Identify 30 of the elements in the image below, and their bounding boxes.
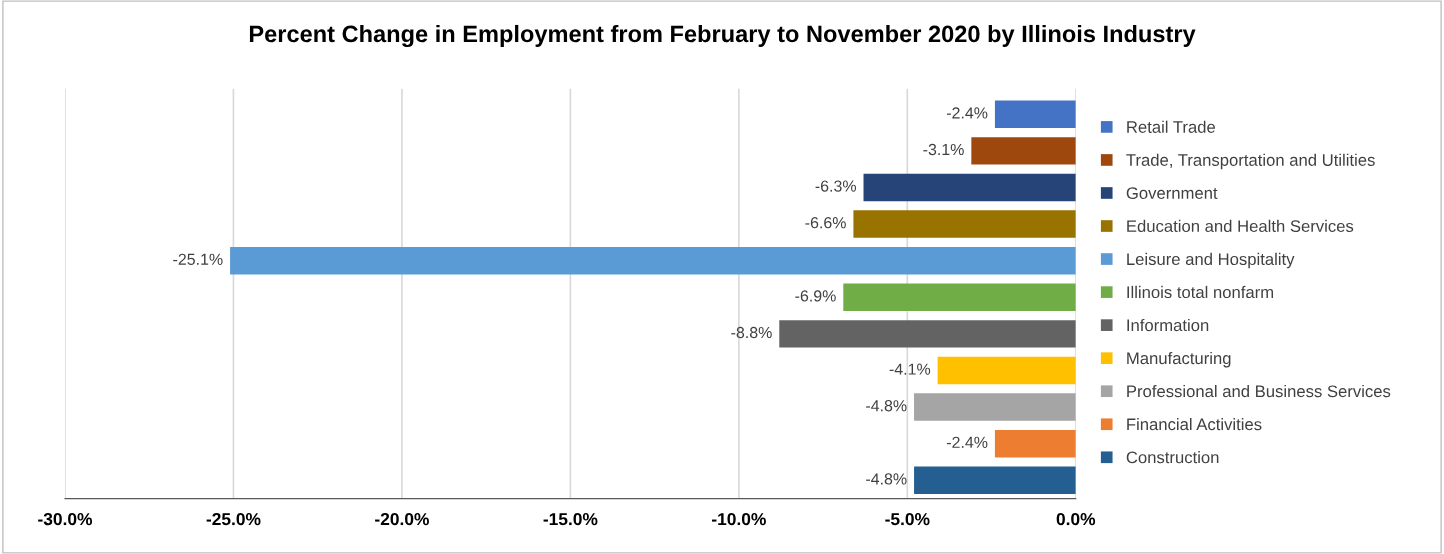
x-tick-label: -15.0%	[543, 512, 598, 526]
legend-label: Manufacturing	[1127, 351, 1231, 368]
legend-label: Information	[1127, 318, 1209, 332]
data-label: -4.8%	[866, 400, 907, 412]
x-tick-label: -20.0%	[375, 512, 429, 526]
chart-title: Percent Change in Employment from February to November 2020 by Illinois Industry	[249, 24, 1196, 48]
data-label: -4.1%	[889, 363, 931, 375]
legend-label: Government	[1126, 187, 1218, 199]
x-tick-label: -25.0%	[206, 512, 261, 526]
legend-label: Retail Trade	[1127, 120, 1216, 133]
legend-label: Construction	[1126, 451, 1219, 464]
x-tick-label: 0.0%	[1056, 512, 1096, 526]
legend-label: Leisure and Hospitality	[1127, 252, 1295, 269]
data-label: -6.6%	[805, 217, 846, 229]
data-label: -2.4%	[946, 436, 988, 448]
data-label: -6.9%	[795, 290, 836, 302]
legend-label: Trade, Transportation and Utilities	[1126, 153, 1375, 170]
legend-label: Professional and Business Services	[1127, 384, 1391, 398]
x-tick-label: -5.0%	[885, 512, 930, 526]
data-label: -6.3%	[815, 180, 856, 192]
data-label: -3.1%	[923, 143, 964, 156]
data-label: -4.8%	[866, 473, 907, 485]
legend-label: Education and Health Services	[1127, 219, 1354, 233]
x-tick-label: -30.0%	[38, 512, 93, 526]
data-label: -2.4%	[946, 107, 988, 119]
data-label: -25.1%	[173, 253, 223, 265]
data-label: -8.8%	[731, 326, 772, 339]
legend-label: Financial Activities	[1127, 418, 1262, 431]
legend-label: Illinois total nonfarm	[1127, 285, 1274, 299]
x-tick-label: -10.0%	[712, 512, 766, 526]
